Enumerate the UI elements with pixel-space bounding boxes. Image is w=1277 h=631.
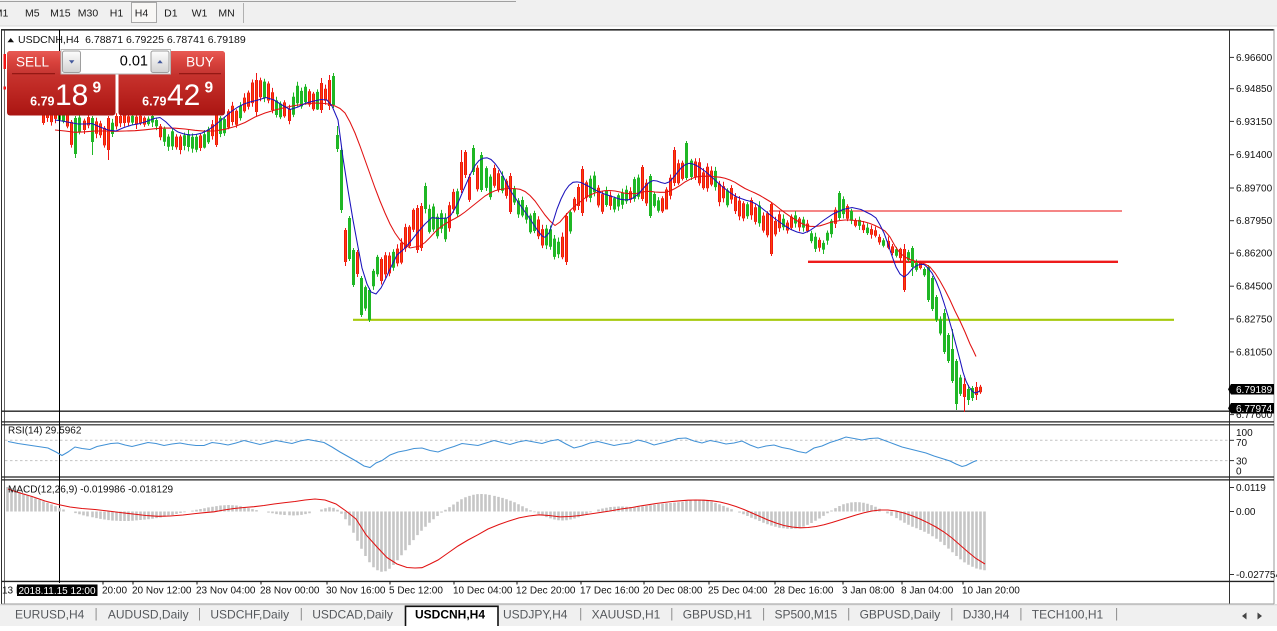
svg-text:5 Dec 12:00: 5 Dec 12:00 [389, 586, 443, 597]
svg-text:6.82750: 6.82750 [1236, 314, 1273, 325]
svg-text:2018.11.15 12:00: 2018.11.15 12:00 [18, 586, 96, 597]
svg-text:RSI(14) 29.5962: RSI(14) 29.5962 [8, 426, 82, 437]
svg-text:XAUUSD,H1: XAUUSD,H1 [592, 608, 661, 622]
svg-text:6.89700: 6.89700 [1236, 184, 1273, 195]
svg-text:20 Dec 08:00: 20 Dec 08:00 [643, 586, 703, 597]
svg-text:9: 9 [205, 80, 214, 97]
svg-text:SELL: SELL [16, 55, 50, 70]
svg-text:D1: D1 [164, 8, 178, 20]
svg-text:6.94850: 6.94850 [1236, 84, 1273, 95]
svg-text:8 Jan 04:00: 8 Jan 04:00 [901, 586, 954, 597]
svg-text:USDCNH,H4: USDCNH,H4 [415, 608, 485, 622]
svg-text:6.91400: 6.91400 [1236, 150, 1273, 161]
svg-text:30 Nov 16:00: 30 Nov 16:00 [326, 586, 386, 597]
svg-text:6.77974: 6.77974 [1236, 404, 1273, 415]
svg-text:0.01: 0.01 [120, 54, 148, 70]
svg-text:M30: M30 [78, 8, 99, 20]
svg-text:BUY: BUY [186, 55, 214, 70]
svg-text:GBPUSD,H1: GBPUSD,H1 [683, 608, 753, 622]
svg-text:28 Dec 16:00: 28 Dec 16:00 [774, 586, 834, 597]
svg-text:6.86200: 6.86200 [1236, 249, 1273, 260]
svg-text:10 Jan 20:00: 10 Jan 20:00 [962, 586, 1020, 597]
svg-text:6.96600: 6.96600 [1236, 53, 1273, 64]
svg-text:W1: W1 [192, 8, 208, 20]
svg-text:6.84500: 6.84500 [1236, 282, 1273, 293]
svg-text:70: 70 [1236, 438, 1248, 449]
svg-text:20:00: 20:00 [102, 586, 127, 597]
svg-text:0.0119: 0.0119 [1236, 483, 1266, 494]
svg-text:H4: H4 [135, 8, 149, 20]
svg-text:17 Dec 16:00: 17 Dec 16:00 [580, 586, 640, 597]
svg-text:23 Nov 04:00: 23 Nov 04:00 [196, 586, 256, 597]
svg-text:M15: M15 [50, 8, 71, 20]
svg-text:18: 18 [55, 79, 88, 112]
svg-text:6.81050: 6.81050 [1236, 347, 1273, 358]
svg-text:0: 0 [1236, 467, 1242, 478]
svg-text:M1: M1 [0, 8, 8, 20]
svg-text:GBPUSD,Daily: GBPUSD,Daily [860, 608, 941, 622]
svg-text:EURUSD,H4: EURUSD,H4 [15, 608, 85, 622]
svg-text:SP500,M15: SP500,M15 [775, 608, 838, 622]
svg-text:10 Dec 04:00: 10 Dec 04:00 [453, 586, 513, 597]
svg-text:MACD(12,26,9) -0.019986 -0.018: MACD(12,26,9) -0.019986 -0.018129 [8, 485, 174, 496]
svg-text:28 Nov 00:00: 28 Nov 00:00 [260, 586, 320, 597]
svg-text:0.00: 0.00 [1236, 507, 1256, 518]
svg-text:9: 9 [93, 80, 102, 97]
svg-text:M5: M5 [25, 8, 40, 20]
svg-text:100: 100 [1236, 428, 1253, 439]
svg-text:30: 30 [1236, 457, 1248, 468]
svg-text:6.79: 6.79 [142, 95, 166, 109]
svg-text:42: 42 [167, 79, 200, 112]
svg-text:12 Dec 20:00: 12 Dec 20:00 [516, 586, 576, 597]
svg-text:20 Nov 12:00: 20 Nov 12:00 [132, 586, 192, 597]
svg-text:USDCHF,Daily: USDCHF,Daily [210, 608, 289, 622]
svg-text:H1: H1 [110, 8, 124, 20]
svg-text:6.77600: 6.77600 [1236, 410, 1273, 421]
svg-text:6.87950: 6.87950 [1236, 216, 1273, 227]
svg-text:3 Jan 08:00: 3 Jan 08:00 [842, 586, 895, 597]
svg-text:MN: MN [218, 8, 234, 20]
svg-text:6.93150: 6.93150 [1236, 117, 1273, 128]
svg-text:USDCAD,Daily: USDCAD,Daily [312, 608, 393, 622]
svg-text:USDJPY,H4: USDJPY,H4 [503, 608, 568, 622]
svg-text:6.79: 6.79 [30, 95, 54, 109]
svg-text:6.79189: 6.79189 [1236, 385, 1273, 396]
svg-text:USDCNH,H4 6.78871 6.79225 6.7: USDCNH,H4 6.78871 6.79225 6.78741 6.7918… [18, 34, 246, 46]
svg-text:-0.027754: -0.027754 [1236, 570, 1277, 581]
svg-text:TECH100,H1: TECH100,H1 [1032, 608, 1104, 622]
svg-text:25 Dec 04:00: 25 Dec 04:00 [708, 586, 768, 597]
svg-text:AUDUSD,Daily: AUDUSD,Daily [108, 608, 189, 622]
svg-text:DJ30,H4: DJ30,H4 [963, 608, 1010, 622]
